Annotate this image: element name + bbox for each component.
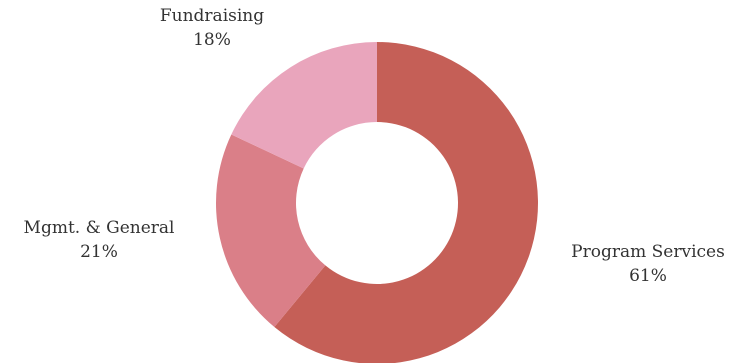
slice-fundraising: [231, 42, 377, 169]
slice-mgmt-general: [216, 134, 326, 328]
slice-label-value: 61%: [629, 266, 667, 286]
slice-label-value: 18%: [193, 30, 231, 50]
slice-label-name: Mgmt. & General: [24, 218, 175, 238]
slice-label-value: 21%: [80, 242, 118, 262]
slice-label-name: Program Services: [571, 242, 725, 262]
slice-program-services: [274, 42, 538, 363]
slice-labels: Program Services 61% Mgmt. & General 21% Fun…: [24, 6, 725, 286]
donut-slices: [216, 42, 538, 363]
slice-label-name: Fundraising: [160, 6, 264, 26]
